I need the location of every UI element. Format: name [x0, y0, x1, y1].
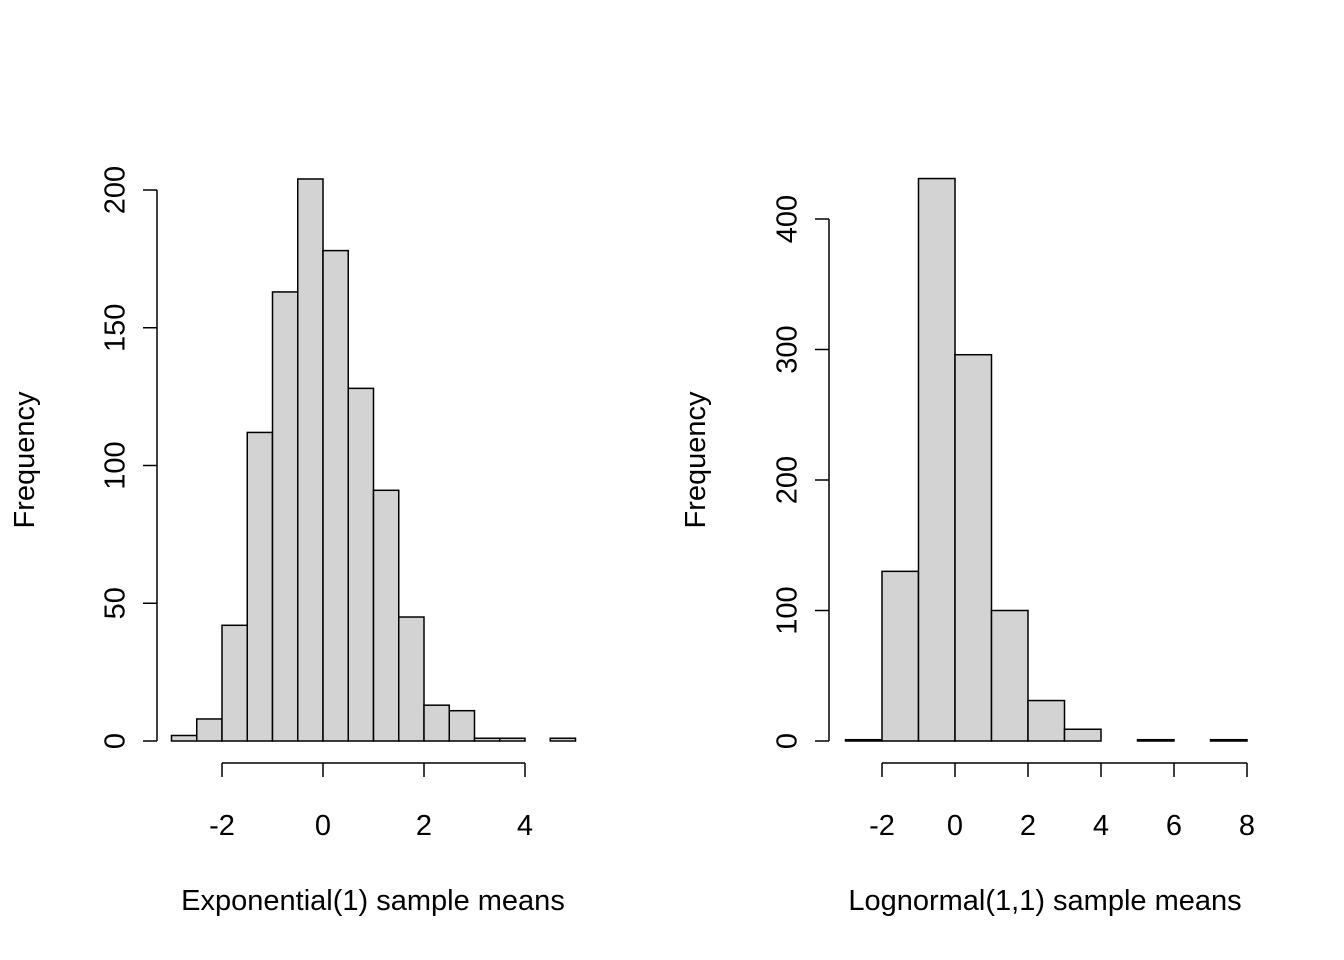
histogram-bar: [1209, 738, 1248, 742]
x-tick-label: 4: [517, 810, 533, 842]
histogram-bar: [844, 738, 883, 742]
histogram-bar: [1027, 699, 1066, 742]
y-axis-label: Frequency: [680, 391, 712, 529]
histogram-bar: [246, 431, 274, 742]
x-tick-label: 0: [315, 810, 331, 842]
histogram-panel-1: 0 50 100 150 200 -2 0 2 4 Exponential(1) sample m…: [9, 166, 577, 917]
x-axis-label: Exponential(1) sample means: [181, 885, 565, 917]
y-tick-label: 50: [100, 587, 132, 619]
histogram-bar: [322, 249, 349, 742]
histogram-bar: [1063, 728, 1102, 742]
histogram-bar: [549, 737, 577, 742]
y-tick-label: 150: [100, 304, 132, 352]
histogram-bar: [398, 616, 425, 742]
histogram-bar: [499, 737, 526, 742]
histogram-bar: [170, 734, 198, 742]
y-tick-label: 200: [772, 456, 804, 504]
histogram-bar: [297, 178, 324, 742]
y-tick-label: 100: [772, 586, 804, 634]
x-tick-label: -2: [869, 810, 895, 842]
x-tick-label: -2: [209, 810, 235, 842]
y-axis-label: Frequency: [9, 391, 41, 529]
histogram-bar: [917, 177, 956, 742]
histogram-panel-2: 0 100 200 300 400 -2 0 2 4 6 8 Lognormal(1,1) sampl…: [680, 177, 1255, 917]
histogram-bar: [473, 737, 501, 742]
histogram-bar: [221, 624, 248, 742]
x-tick-label: 6: [1166, 810, 1182, 842]
x-tick-label: 0: [947, 810, 963, 842]
histogram-bar: [196, 718, 223, 742]
histogram-bar: [271, 291, 299, 742]
y-tick-label: 200: [100, 166, 132, 214]
histogram-bar: [347, 387, 375, 742]
histogram-bar: [423, 704, 450, 742]
y-tick-label: 100: [100, 441, 132, 489]
x-tick-label: 2: [1020, 810, 1036, 842]
histogram-bar: [448, 709, 476, 742]
x-tick-label: 8: [1239, 810, 1255, 842]
histogram-bar: [990, 609, 1029, 742]
y-tick-label: 0: [100, 733, 132, 749]
x-tick-label: 2: [416, 810, 432, 842]
y-tick-label: 0: [772, 733, 804, 749]
y-tick-label: 300: [772, 325, 804, 373]
histogram-bar: [881, 570, 920, 742]
y-tick-label: 400: [772, 195, 804, 243]
x-tick-label: 4: [1093, 810, 1109, 842]
histogram-bar: [1136, 738, 1175, 742]
histogram-bar: [372, 489, 400, 742]
x-axis-label: Lognormal(1,1) sample means: [848, 885, 1241, 917]
histogram-bar: [954, 353, 993, 742]
